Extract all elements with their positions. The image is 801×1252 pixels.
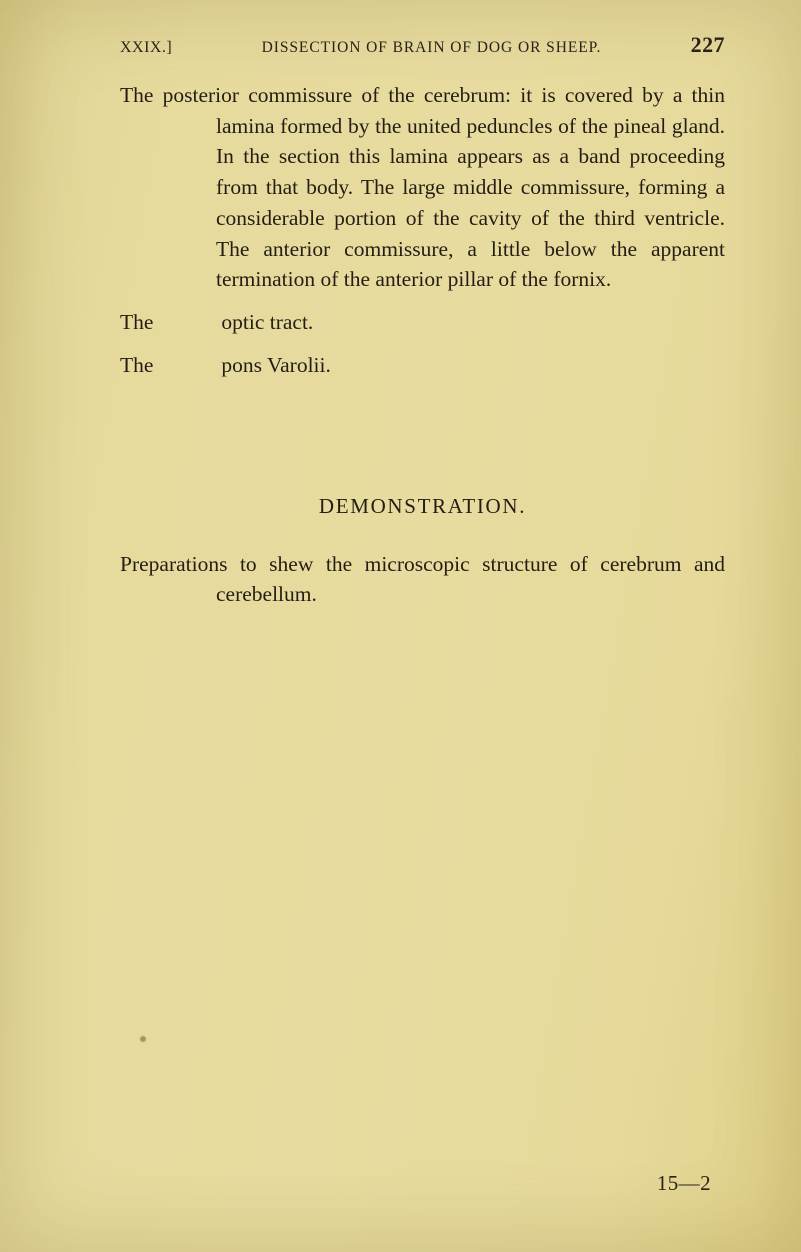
book-page: XXIX.] DISSECTION OF BRAIN OF DOG OR SHE…	[0, 0, 801, 1252]
section-title-demonstration: DEMONSTRATION.	[120, 491, 725, 521]
pons-varolii-text: pons Varolii.	[216, 353, 331, 377]
paragraph-pons-varolii: The pons Varolii.	[120, 350, 725, 381]
chapter-marker: XXIX.]	[120, 39, 172, 57]
optic-tract-text: optic tract.	[216, 310, 313, 334]
age-spot	[140, 1036, 146, 1042]
signature-mark: 15—2	[657, 1171, 711, 1196]
paragraph-demonstration: Preparations to shew the microscopic str…	[120, 549, 725, 610]
hang-lead: The	[120, 307, 216, 338]
page-number: 227	[691, 32, 725, 58]
running-title: DISSECTION OF BRAIN OF DOG OR SHEEP.	[172, 39, 690, 57]
paragraph-posterior-commissure: The posterior commissure of the cerebrum…	[120, 80, 725, 295]
body-text: The posterior commissure of the cerebrum…	[120, 80, 725, 610]
paragraph-optic-tract: The optic tract.	[120, 307, 725, 338]
hang-lead: The	[120, 350, 216, 381]
running-head: XXIX.] DISSECTION OF BRAIN OF DOG OR SHE…	[120, 32, 725, 58]
